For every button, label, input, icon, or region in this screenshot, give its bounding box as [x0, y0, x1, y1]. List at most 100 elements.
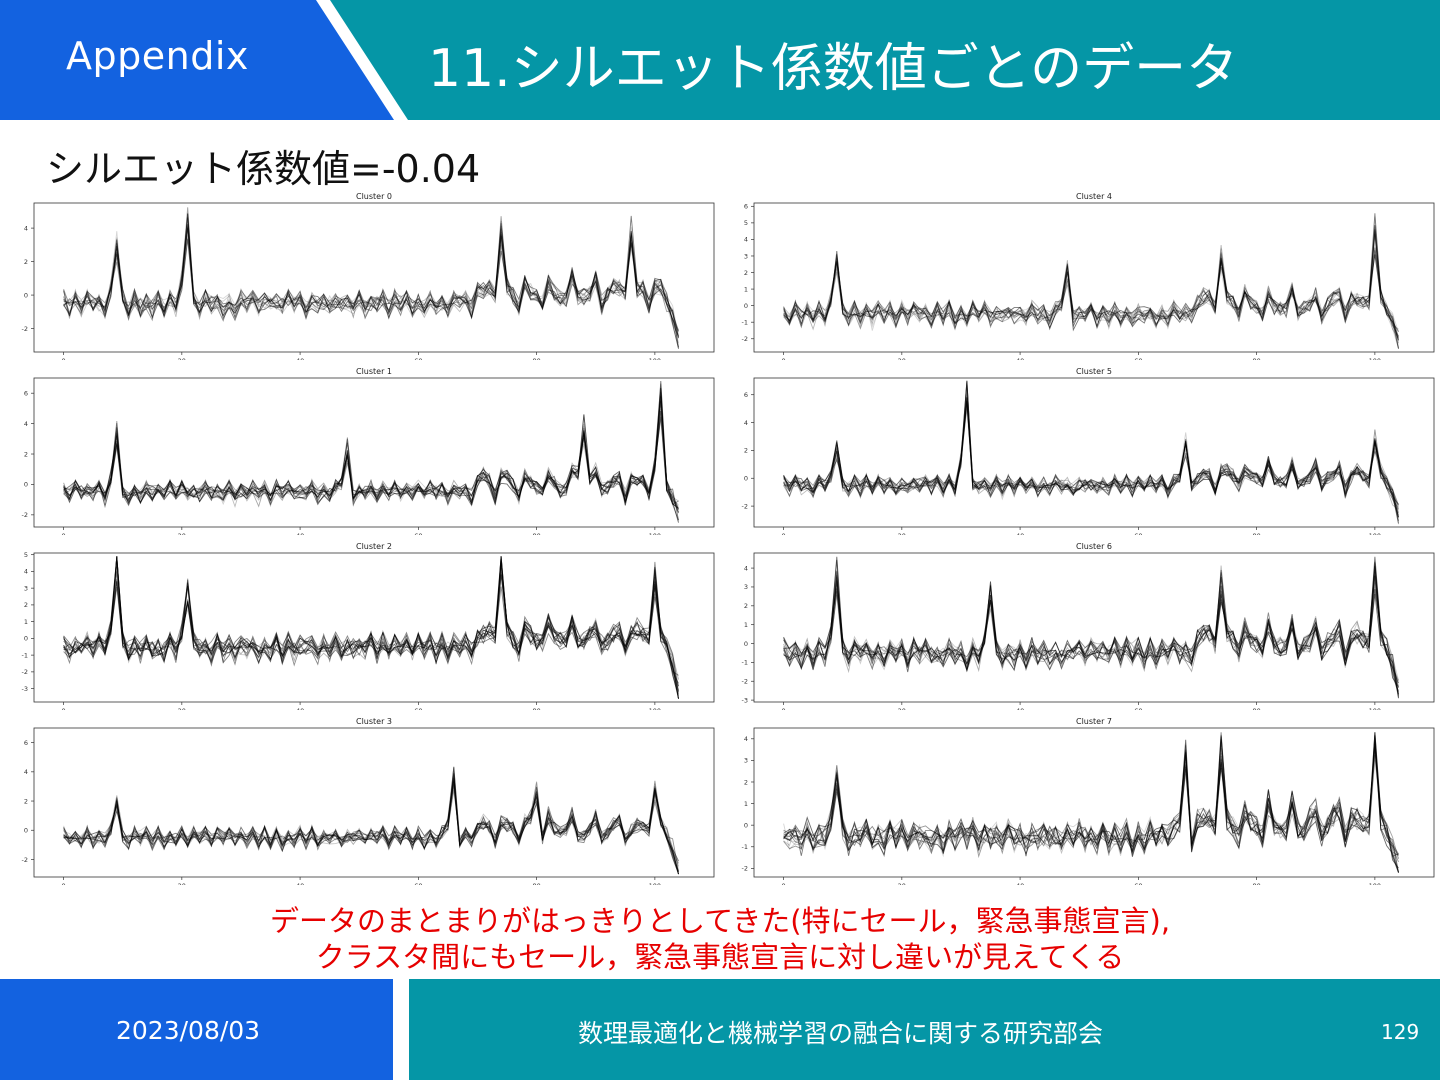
y-tick-label: 2 [24, 601, 28, 609]
y-tick-label: 0 [744, 640, 748, 648]
x-tick-label: 40 [1016, 707, 1024, 710]
series-line [63, 556, 679, 687]
series-line [63, 557, 679, 699]
x-tick-label: 60 [1134, 357, 1142, 360]
chart-title: Cluster 4 [1076, 192, 1112, 201]
y-tick-label: 4 [24, 224, 28, 232]
x-tick-label: 20 [178, 357, 186, 360]
plot-frame [753, 377, 1435, 528]
y-tick-label: -2 [22, 856, 28, 864]
y-tick-label: 3 [24, 584, 28, 592]
x-tick-label: 0 [61, 532, 65, 535]
x-tick-label: 20 [178, 532, 186, 535]
series-line [63, 556, 679, 691]
chart-title: Cluster 3 [356, 717, 392, 726]
chart-cluster-3: Cluster 3 0 20 40 60 80 100 -2 0 2 4 6 [0, 715, 720, 885]
y-tick-label: 4 [744, 735, 748, 743]
chart-cluster-6: Cluster 6 0 20 40 60 80 100 -3 -2 -1 0 1 2 3 4 [720, 540, 1440, 710]
y-tick-label: 4 [744, 564, 748, 572]
x-tick-label: 100 [1369, 532, 1381, 535]
chart-cluster-4: Cluster 4 0 20 40 60 80 100 -2 -1 0 1 2 3 4 5 6 [720, 190, 1440, 360]
series-line [783, 743, 1399, 873]
footer-right-block [409, 979, 1440, 1080]
series-line [783, 576, 1399, 687]
header-background [0, 0, 1440, 120]
series-line [783, 571, 1399, 693]
series-line [783, 732, 1399, 857]
series-line [63, 217, 679, 349]
footer-date: 2023/08/03 [116, 1016, 261, 1045]
plot-frame [33, 202, 715, 353]
x-tick-label: 80 [1252, 357, 1260, 360]
x-tick-label: 80 [532, 357, 540, 360]
series-line [63, 380, 679, 509]
series-line [63, 231, 679, 337]
series-line [783, 566, 1399, 697]
plot-frame [753, 727, 1435, 878]
x-tick-label: 0 [61, 357, 65, 360]
note-line-1: データのまとまりがはっきりとしてきた(特にセール，緊急事態宣言), [269, 904, 1171, 938]
series-line [783, 570, 1399, 681]
series-line [63, 767, 679, 864]
x-tick-label: 80 [1252, 532, 1260, 535]
y-tick-label: 1 [744, 285, 748, 293]
y-tick-label: -2 [742, 678, 748, 686]
chart-cluster-5: Cluster 5 0 20 40 60 80 100 -2 0 2 4 6 [720, 365, 1440, 535]
x-tick-label: 80 [1252, 882, 1260, 885]
x-tick-label: 0 [61, 707, 65, 710]
y-tick-label: -2 [22, 668, 28, 676]
series-line [63, 227, 679, 348]
series-line [783, 577, 1399, 695]
plot-frame [33, 552, 715, 703]
x-tick-label: 40 [296, 707, 304, 710]
y-tick-label: 6 [744, 391, 748, 399]
chart-title: Cluster 0 [356, 192, 392, 201]
chart-title: Cluster 1 [356, 367, 392, 376]
series-line [783, 559, 1399, 688]
series-line [783, 380, 1399, 506]
series-line [63, 225, 679, 337]
plot-frame [753, 552, 1435, 703]
series-line [63, 777, 679, 874]
page-number: 129 [1381, 1020, 1420, 1044]
note-line-2: クラスタ間にもセール，緊急事態宣言に対し違いが見えてくる [315, 940, 1125, 974]
plot-frame [33, 377, 715, 528]
x-tick-label: 80 [532, 532, 540, 535]
series-line [783, 400, 1399, 509]
x-tick-label: 20 [898, 357, 906, 360]
x-tick-label: 20 [178, 882, 186, 885]
chart-cluster-7: Cluster 7 0 20 40 60 80 100 -2 -1 0 1 2 3 4 [720, 715, 1440, 885]
y-tick-label: 4 [24, 768, 28, 776]
y-tick-label: 0 [744, 302, 748, 310]
series-line [783, 575, 1399, 681]
chart-title: Cluster 5 [1076, 367, 1112, 376]
series-line [783, 732, 1399, 873]
series-line [783, 740, 1399, 859]
y-tick-label: 0 [744, 475, 748, 483]
x-tick-label: 100 [649, 882, 661, 885]
x-tick-label: 40 [296, 357, 304, 360]
y-tick-label: -2 [22, 325, 28, 333]
y-tick-label: -2 [742, 502, 748, 510]
series-line [783, 380, 1399, 513]
series-line [63, 416, 679, 513]
x-tick-label: 100 [1369, 707, 1381, 710]
y-tick-label: -1 [742, 659, 748, 667]
x-tick-label: 60 [1134, 532, 1142, 535]
y-tick-label: 0 [744, 821, 748, 829]
x-tick-label: 60 [414, 532, 422, 535]
page-title: 11.シルエット係数値ごとのデータ [428, 39, 1239, 99]
header-bar: Appendix 11.シルエット係数値ごとのデータ [0, 0, 1440, 120]
series-line [783, 752, 1399, 873]
chart-cluster-0: Cluster 0 0 20 40 60 80 100 -2 0 2 4 [0, 190, 720, 360]
series-line [63, 213, 679, 331]
y-tick-label: 3 [744, 583, 748, 591]
series-line [63, 228, 679, 337]
y-tick-label: 0 [24, 291, 28, 299]
series-line [783, 751, 1399, 856]
x-tick-label: 20 [898, 882, 906, 885]
y-tick-label: -3 [742, 696, 748, 704]
y-tick-label: -2 [742, 865, 748, 873]
y-tick-label: 2 [744, 269, 748, 277]
y-tick-label: 0 [24, 635, 28, 643]
